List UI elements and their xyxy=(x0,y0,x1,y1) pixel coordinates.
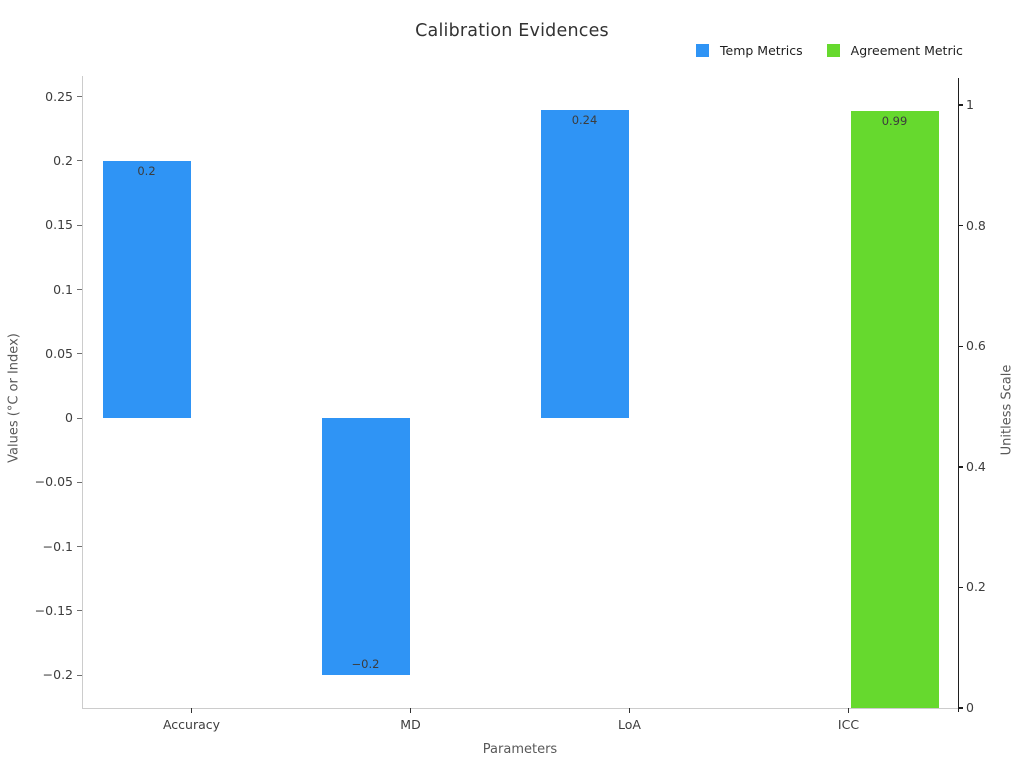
x-axis-title: Parameters xyxy=(482,742,558,757)
x-tick-label-icc: ICC xyxy=(837,717,860,732)
x-tick-mark-loa xyxy=(629,708,630,713)
bar-value-label-loa: 0.24 xyxy=(571,112,598,127)
y-left-tick-mark xyxy=(77,610,82,612)
y-left-tick-mark xyxy=(77,96,82,98)
x-tick-mark-icc xyxy=(848,708,849,713)
y-right-tick-mark xyxy=(958,466,963,468)
temp-metrics-swatch-icon xyxy=(696,43,709,57)
x-tick-mark-md xyxy=(410,708,411,713)
y-right-tick-mark xyxy=(958,345,963,347)
y-left-tick-label-0-05: 0.05 xyxy=(45,345,73,361)
y-left-tick-mark xyxy=(77,224,82,226)
y-left-tick-mark xyxy=(77,674,82,676)
bar-value-label-md: −0.2 xyxy=(351,657,380,672)
x-tick-label-md: MD xyxy=(400,717,421,732)
y-left-tick-mark xyxy=(77,546,82,548)
bar-temp-metrics-md xyxy=(321,418,410,676)
y-right-tick-mark xyxy=(958,707,963,709)
y-left-tick-mark xyxy=(77,417,82,419)
y-left-tick-mark xyxy=(77,160,82,162)
x-tick-mark-accuracy xyxy=(191,708,192,713)
y-right-tick-label-0-4: 0.4 xyxy=(966,458,986,474)
chart-title: Calibration Evidences xyxy=(415,21,609,41)
y-right-tick-mark xyxy=(958,586,963,589)
y-left-axis-spine xyxy=(82,76,83,708)
bar-temp-metrics-loa xyxy=(540,109,629,419)
legend-item-temp-metrics: Temp Metrics xyxy=(696,43,803,58)
y-right-axis-spine xyxy=(958,78,960,712)
agreement-metric-swatch-icon xyxy=(826,43,840,57)
y-left-tick-label-0-1: 0.1 xyxy=(53,281,73,297)
y-left-tick-mark xyxy=(77,481,82,483)
legend-item-agreement-metric: Agreement Metric xyxy=(826,42,963,58)
y-left-tick-mark xyxy=(77,289,82,290)
y-right-tick-label-0-6: 0.6 xyxy=(966,338,986,354)
y-left-tick-label--0-05: −0.05 xyxy=(34,474,73,490)
legend-label-agreement-metric: Agreement Metric xyxy=(850,42,963,58)
bar-agreement-metric-icc xyxy=(850,111,939,708)
y-right-tick-label-0-2: 0.2 xyxy=(966,579,986,595)
y-right-tick-label-1: 1 xyxy=(966,97,974,113)
plot-area xyxy=(82,78,958,708)
y-right-tick-mark xyxy=(958,225,963,227)
bar-value-label-accuracy: 0.2 xyxy=(137,163,156,178)
y-left-tick-mark xyxy=(77,353,82,355)
x-axis-spine xyxy=(82,708,959,709)
y-left-tick-label-0: 0 xyxy=(65,410,73,426)
y-right-tick-label-0-8: 0.8 xyxy=(966,217,986,233)
y-right-tick-mark xyxy=(958,104,963,106)
legend: Temp Metrics Agreement Metric xyxy=(696,42,987,58)
y-right-tick-label-0: 0 xyxy=(966,700,974,715)
y-left-tick-label--0-1: −0.1 xyxy=(42,538,73,554)
legend-label-temp-metrics: Temp Metrics xyxy=(720,42,803,58)
x-tick-label-loa: LoA xyxy=(618,717,641,732)
x-tick-label-accuracy: Accuracy xyxy=(162,717,221,732)
bar-value-label-icc: 0.99 xyxy=(881,114,908,129)
y-left-tick-label-0-15: 0.15 xyxy=(45,217,73,233)
y-left-tick-label--0-2: −0.2 xyxy=(42,667,73,683)
y-left-tick-label-0-25: 0.25 xyxy=(45,88,73,104)
y-left-tick-label--0-15: −0.15 xyxy=(34,602,73,618)
bar-temp-metrics-accuracy xyxy=(102,160,191,419)
y-left-tick-label-0-2: 0.2 xyxy=(53,152,73,168)
